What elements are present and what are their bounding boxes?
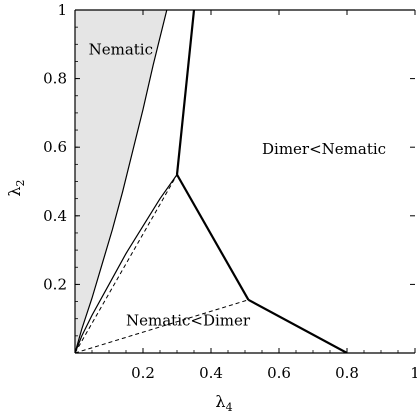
dashed-boundary-line-2 bbox=[75, 174, 178, 353]
plot-area bbox=[75, 10, 348, 353]
x-tick-label: 0.8 bbox=[335, 364, 359, 382]
axis-labels: λ4 λ2 bbox=[5, 179, 233, 414]
phase-boundary-line-6 bbox=[247, 298, 348, 353]
dashed-boundary-line-5 bbox=[75, 299, 249, 353]
nematic-shaded-region bbox=[75, 10, 167, 353]
region-label: Nematic bbox=[89, 41, 153, 59]
y-tick-label: 1 bbox=[57, 1, 67, 19]
y-tick-label: 0.2 bbox=[43, 275, 67, 293]
y-tick-label: 0.6 bbox=[43, 138, 67, 156]
x-tick-label: 0.4 bbox=[199, 364, 223, 382]
phase-boundary-line-1 bbox=[75, 174, 178, 353]
x-tick-label: 0.6 bbox=[267, 364, 291, 382]
region-label: Nematic<Dimer bbox=[126, 312, 251, 330]
region-label: Dimer<Nematic bbox=[262, 140, 386, 158]
region-labels: Nematic Dimer<Nematic Nematic<Dimer bbox=[89, 41, 386, 330]
shaded-region-boundary-line bbox=[75, 10, 168, 353]
phase-boundary-line-3 bbox=[175, 10, 196, 175]
x-tick-label: 0.2 bbox=[131, 364, 155, 382]
y-axis-ticks: 0.2 0.4 0.6 0.8 1 bbox=[43, 1, 415, 337]
x-axis-label: λ4 bbox=[215, 392, 232, 414]
y-tick-label: 0.8 bbox=[43, 70, 67, 88]
phase-boundary-line-4 bbox=[176, 174, 250, 301]
y-tick-label: 0.4 bbox=[43, 207, 67, 225]
x-tick-label: 1 bbox=[410, 364, 417, 382]
x-axis-ticks: 0.2 0.4 0.6 0.8 1 bbox=[91, 10, 417, 382]
y-axis-label: λ2 bbox=[5, 179, 27, 196]
